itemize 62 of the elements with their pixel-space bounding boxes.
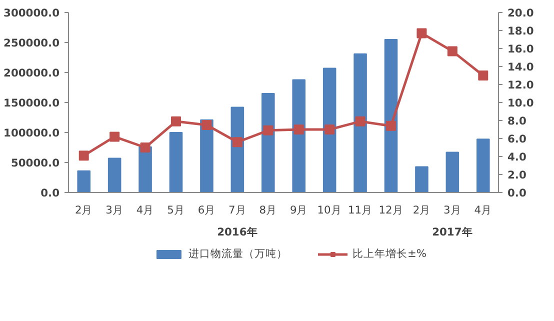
x-tick-label: 3月 <box>106 204 124 216</box>
x-tick-label: 3月 <box>444 204 462 216</box>
x-tick-label: 10月 <box>317 204 342 216</box>
bar <box>322 68 336 192</box>
x-tick-label: 9月 <box>290 204 308 216</box>
legend-label: 比上年增长±% <box>352 247 427 261</box>
y2-tick-label: 10.0 <box>508 96 534 110</box>
point <box>78 150 89 161</box>
bar <box>446 152 460 192</box>
bar <box>169 132 183 192</box>
y2-tick-label: 12.0 <box>508 78 534 92</box>
y-tick-label: 50000.0 <box>10 156 60 170</box>
x-tick-label: 7月 <box>228 204 246 216</box>
y-tick-label: 0.0 <box>40 186 60 200</box>
point <box>110 132 120 142</box>
bar <box>415 166 428 192</box>
bar <box>77 170 90 192</box>
point <box>416 28 427 38</box>
bar <box>476 138 490 192</box>
point <box>386 120 396 131</box>
x-tick-label: 8月 <box>259 204 278 216</box>
y2-tick-label: 18.0 <box>508 24 534 38</box>
y-tick-label: 300000.0 <box>4 6 60 20</box>
text: 2016年 <box>217 226 258 238</box>
x-tick-label: 11月 <box>348 204 373 216</box>
bar <box>138 146 152 192</box>
y2-tick-label: 0.0 <box>508 186 526 200</box>
point <box>294 124 304 134</box>
point <box>478 70 488 80</box>
x-tick-label: 2月 <box>412 204 431 216</box>
point <box>202 120 212 130</box>
y2-tick-label: 6.0 <box>508 132 526 146</box>
x-tick-label: 12月 <box>378 204 404 216</box>
point <box>263 125 274 136</box>
y2-tick-label: 4.0 <box>508 150 526 164</box>
y-tick-label: 250000.0 <box>4 36 60 50</box>
y-tick-label: 100000.0 <box>4 126 60 140</box>
y-tick-label: 200000.0 <box>4 66 60 80</box>
x-tick-label: 5月 <box>167 204 185 216</box>
bar <box>262 93 275 192</box>
y2-tick-label: 2.0 <box>508 168 526 182</box>
x-tick-label: 2月 <box>74 204 93 216</box>
bar <box>384 39 398 192</box>
y-tick-label: 150000.0 <box>4 96 60 110</box>
x-tick-label: 4月 <box>474 204 492 216</box>
y2-tick-label: 8.0 <box>508 114 526 128</box>
point <box>232 137 242 148</box>
x-tick-label: 4月 <box>136 204 154 216</box>
bar <box>292 79 306 192</box>
point <box>355 116 366 126</box>
text: 2017年 <box>432 226 473 238</box>
legend-label: 进口物流量（万吨） <box>188 247 288 261</box>
point <box>140 142 150 152</box>
bar <box>108 158 122 192</box>
point <box>447 46 458 56</box>
point <box>171 116 181 126</box>
point <box>324 124 335 134</box>
x-tick-label: 6月 <box>198 204 216 216</box>
y2-tick-label: 16.0 <box>508 42 534 56</box>
y2-tick-label: 20.0 <box>508 6 534 20</box>
bar <box>354 53 367 192</box>
y2-tick-label: 14.0 <box>508 60 534 74</box>
